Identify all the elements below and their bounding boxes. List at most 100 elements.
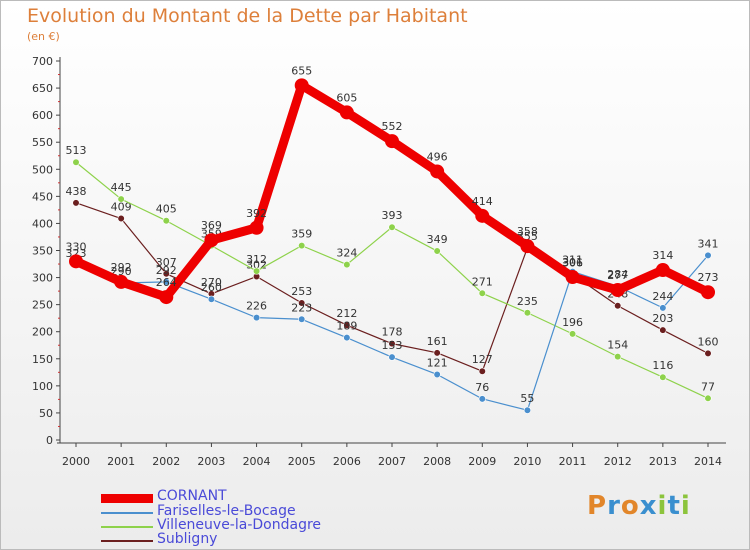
data-label: 311 — [562, 254, 583, 267]
y-tick-label: 700 — [32, 55, 53, 68]
data-point — [204, 233, 219, 248]
data-label: 277 — [607, 269, 628, 282]
data-label: 212 — [336, 307, 357, 320]
y-tick-label: 50 — [39, 407, 53, 420]
data-label: 153 — [382, 339, 403, 352]
data-label: 312 — [246, 253, 267, 266]
chart-title: Evolution du Montant de la Dette par Hab… — [27, 5, 468, 27]
data-point — [701, 285, 715, 300]
series-cornant: 3302922643693926556055524964143583012773… — [66, 64, 719, 305]
data-point — [523, 406, 532, 414]
data-label: 445 — [111, 181, 132, 194]
data-label: 330 — [66, 240, 87, 253]
logo-letter: o — [620, 491, 640, 521]
data-label: 116 — [652, 359, 673, 372]
data-point — [162, 270, 170, 278]
data-label: 55 — [520, 392, 534, 405]
x-tick-label: 2001 — [107, 455, 135, 468]
data-label: 223 — [291, 301, 312, 314]
data-label: 154 — [607, 339, 628, 352]
data-label: 160 — [698, 335, 719, 348]
data-label: 178 — [382, 326, 403, 339]
x-tick-label: 2004 — [243, 455, 271, 468]
y-tick-label: 0 — [46, 434, 53, 447]
data-label: 552 — [382, 120, 403, 133]
data-label: 414 — [472, 195, 493, 208]
x-tick-label: 2005 — [288, 455, 316, 468]
data-label: 405 — [156, 203, 177, 216]
legend-label: Fariselles-le-Bocage — [157, 503, 296, 519]
data-point — [159, 290, 174, 305]
legend-label: CORNANT — [157, 488, 227, 504]
data-label: 409 — [111, 201, 132, 214]
x-tick-label: 2009 — [468, 455, 496, 468]
y-tick-label: 250 — [32, 299, 53, 312]
data-label: 284 — [607, 268, 628, 281]
x-tick-label: 2014 — [694, 455, 722, 468]
data-point — [523, 309, 532, 317]
data-point — [520, 239, 535, 254]
data-label: 341 — [698, 237, 719, 250]
data-point — [388, 353, 396, 361]
data-label: 513 — [66, 144, 87, 157]
data-point — [704, 251, 712, 259]
data-label: 264 — [156, 276, 177, 289]
data-point — [72, 199, 80, 207]
legend-swatch — [101, 512, 153, 514]
data-point — [339, 105, 354, 120]
logo-letter: i — [657, 491, 668, 521]
data-point — [117, 214, 125, 223]
y-tick-label: 550 — [32, 136, 53, 149]
data-label: 203 — [652, 312, 673, 325]
data-point — [388, 223, 396, 231]
data-label: 77 — [701, 380, 715, 393]
data-point — [114, 274, 129, 289]
data-point — [72, 158, 80, 166]
x-tick-label: 2003 — [197, 455, 225, 468]
data-label: 121 — [427, 356, 448, 369]
data-label: 314 — [652, 249, 673, 262]
data-label: 496 — [427, 150, 448, 163]
legend-label: Subligny — [157, 531, 218, 547]
data-label: 349 — [427, 233, 448, 246]
data-point — [430, 164, 445, 179]
data-label: 235 — [517, 295, 538, 308]
x-tick-label: 2008 — [423, 455, 451, 468]
data-point — [298, 299, 306, 307]
chart-unit: (en €) — [27, 30, 60, 43]
data-label: 161 — [427, 335, 448, 348]
data-point — [478, 289, 486, 297]
x-tick-label: 2006 — [333, 455, 361, 468]
data-label: 605 — [336, 91, 357, 104]
y-tick-label: 650 — [32, 82, 53, 95]
data-point — [252, 267, 261, 275]
y-tick-label: 300 — [32, 272, 53, 285]
data-point — [69, 254, 83, 269]
logo-letter: i — [680, 491, 691, 521]
x-tick-label: 2007 — [378, 455, 406, 468]
data-point — [475, 208, 490, 223]
data-point — [343, 260, 351, 269]
data-label: 358 — [517, 225, 538, 238]
data-point — [207, 295, 216, 303]
data-point — [659, 326, 667, 334]
data-label: 76 — [475, 381, 489, 394]
data-point — [704, 394, 712, 402]
y-tick-label: 200 — [32, 326, 53, 339]
data-point — [614, 353, 622, 361]
legend-label: Villeneuve-la-Dondagre — [157, 517, 322, 533]
legend-swatch — [101, 493, 153, 503]
data-point — [659, 373, 667, 381]
data-point — [568, 330, 577, 338]
data-label: 189 — [336, 320, 357, 333]
data-label: 273 — [698, 271, 719, 284]
series-villeneuve-la-dondagre: 5134454053593123593243933492712351961541… — [66, 144, 715, 402]
logo-letter: t — [667, 491, 681, 521]
data-point — [117, 195, 125, 203]
x-tick-label: 2010 — [513, 455, 541, 468]
data-label: 196 — [562, 316, 583, 329]
data-label: 244 — [652, 290, 673, 303]
